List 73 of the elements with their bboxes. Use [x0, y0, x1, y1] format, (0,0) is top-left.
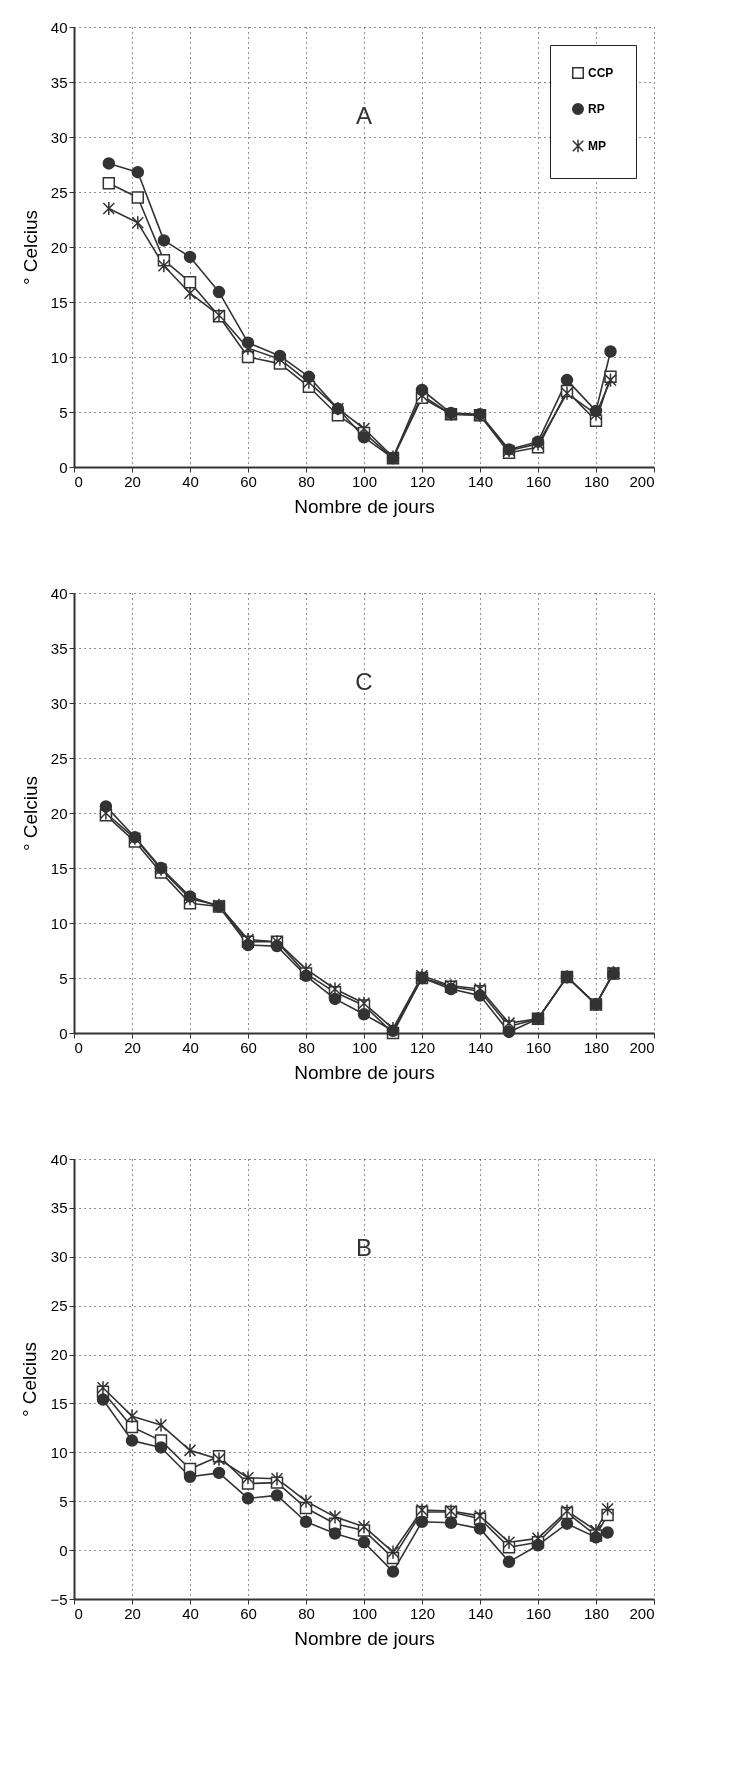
y-tick-label: 25 [50, 1297, 68, 1315]
y-tick-label: 15 [50, 293, 68, 311]
y-tick-label: 0 [59, 1024, 68, 1042]
x-tick-label: 120 [409, 1604, 436, 1622]
x-tick-label: 0 [74, 1038, 83, 1056]
y-axis-title: ° Celcius [19, 1341, 41, 1418]
y-tick-label: 20 [50, 804, 68, 822]
y-tick-label: 30 [50, 1248, 68, 1266]
x-tick-label: 200 [629, 472, 655, 490]
x-axis-title: Nombre de jours [294, 1061, 435, 1083]
y-tick-label: 35 [50, 1199, 68, 1217]
y-tick-label: 35 [50, 73, 68, 91]
x-tick-label: 40 [182, 472, 199, 490]
y-tick-label: 10 [50, 348, 68, 366]
y-tick-label: 5 [59, 969, 68, 987]
x-axis-title: Nombre de jours [294, 495, 435, 517]
x-tick-label: 180 [583, 1038, 610, 1056]
y-tick-label: 25 [50, 749, 68, 767]
x-tick-label: 60 [240, 1604, 257, 1622]
y-axis-title: ° Celcius [19, 209, 41, 286]
x-tick-label: 0 [74, 1604, 83, 1622]
x-axis-title: Nombre de jours [294, 1627, 435, 1649]
x-tick-label: 200 [629, 1038, 655, 1056]
x-tick-label: 120 [409, 472, 436, 490]
x-tick-label: 100 [351, 1038, 378, 1056]
x-tick-label: 60 [240, 472, 257, 490]
x-tick-label: 200 [629, 1604, 655, 1622]
x-tick-label: 40 [182, 1604, 199, 1622]
legend-label: RP [588, 102, 605, 116]
x-tick-label: 140 [467, 1604, 494, 1622]
x-tick-label: 100 [351, 472, 378, 490]
y-tick-label: 0 [59, 1541, 68, 1559]
x-tick-label: 180 [583, 472, 610, 490]
annotation: B [355, 1234, 373, 1261]
annotation: A [355, 102, 373, 129]
y-tick-label: 30 [50, 128, 68, 146]
x-tick-label: 160 [525, 472, 552, 490]
annotation: C [355, 668, 373, 695]
legend-label: CCP [588, 66, 614, 80]
x-tick-label: 80 [298, 1604, 315, 1622]
x-tick-label: 80 [298, 1038, 315, 1056]
x-tick-label: 140 [467, 472, 494, 490]
x-tick-label: 60 [240, 1038, 257, 1056]
y-tick-label: 40 [50, 18, 68, 36]
x-tick-label: 20 [124, 1038, 141, 1056]
y-tick-label: 35 [50, 639, 68, 657]
y-tick-label: 15 [50, 1394, 68, 1412]
x-tick-label: 20 [124, 472, 141, 490]
y-tick-label: 40 [50, 584, 68, 602]
y-tick-label: 0 [59, 458, 68, 476]
x-tick-label: 160 [525, 1038, 552, 1056]
x-tick-label: 0 [74, 472, 83, 490]
x-tick-label: 160 [525, 1604, 552, 1622]
x-tick-label: 180 [583, 1604, 610, 1622]
y-tick-label: 5 [59, 1492, 68, 1510]
y-tick-label: −5 [50, 1590, 68, 1608]
x-tick-label: 80 [298, 472, 315, 490]
y-tick-label: 10 [50, 1443, 68, 1461]
x-tick-label: 120 [409, 1038, 436, 1056]
y-tick-label: 10 [50, 914, 68, 932]
x-tick-label: 140 [467, 1038, 494, 1056]
y-tick-label: 20 [50, 1346, 68, 1364]
x-tick-label: 40 [182, 1038, 199, 1056]
y-tick-label: 40 [50, 1150, 68, 1168]
y-tick-label: 5 [59, 403, 68, 421]
x-tick-label: 20 [124, 1604, 141, 1622]
x-tick-label: 100 [351, 1604, 378, 1622]
y-tick-label: 15 [50, 859, 68, 877]
y-tick-label: 20 [50, 238, 68, 256]
legend-label: MP [588, 139, 606, 153]
y-tick-label: 30 [50, 694, 68, 712]
y-axis-title: ° Celcius [19, 775, 41, 852]
y-tick-label: 25 [50, 183, 68, 201]
